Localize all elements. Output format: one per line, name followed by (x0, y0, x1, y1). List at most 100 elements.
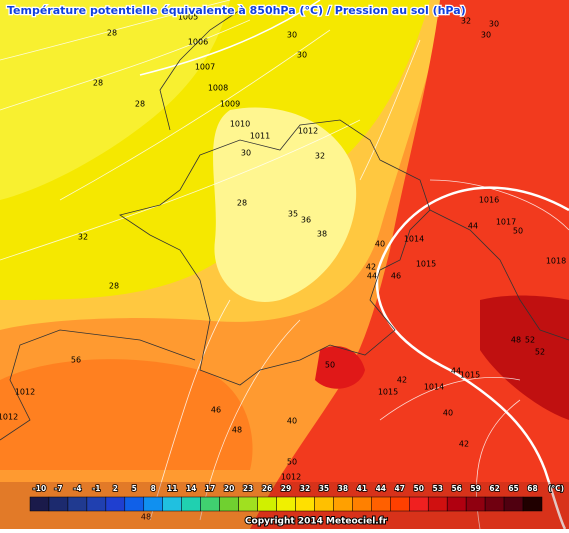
contour-label: 42 (397, 376, 407, 385)
contour-label: 1014 (404, 235, 424, 244)
contour-label: 36 (301, 216, 311, 225)
scale-label: 32 (300, 484, 310, 493)
contour-label: 30 (481, 31, 491, 40)
contour-label: 30 (287, 31, 297, 40)
contour-label: 1008 (208, 84, 228, 93)
contour-label: 1005 (178, 13, 198, 22)
contour-label: 1012 (298, 127, 318, 136)
contour-label: 48 (232, 426, 242, 435)
scale-swatch (86, 496, 107, 512)
contour-label: 1009 (220, 100, 240, 109)
scale-label: 14 (186, 484, 196, 493)
scale-swatch (238, 496, 258, 512)
contour-label: 1016 (479, 196, 499, 205)
scale-label: 20 (224, 484, 234, 493)
contour-labels: 1005100610071008100910101011101228282830… (0, 13, 566, 522)
contour-label: 1012 (0, 413, 18, 422)
scale-swatch (371, 496, 391, 512)
contour-label: 44 (367, 272, 377, 281)
scale-label: 41 (357, 484, 367, 493)
contour-label: 40 (443, 409, 453, 418)
scale-swatch (124, 496, 145, 512)
contour-label: 1007 (195, 63, 215, 72)
scale-swatch (427, 496, 448, 512)
scale-swatch (29, 496, 50, 512)
contour-label: 28 (237, 199, 247, 208)
scale-label: 11 (167, 484, 177, 493)
contour-label: 46 (211, 406, 221, 415)
scale-label: 53 (432, 484, 442, 493)
scale-label: 56 (451, 484, 461, 493)
contour-label: 28 (109, 282, 119, 291)
contour-label: 56 (71, 356, 81, 365)
zone-red-blob (315, 346, 365, 389)
scale-swatch (48, 496, 69, 512)
scale-swatch (522, 496, 543, 512)
scale-swatch (257, 496, 277, 512)
scale-swatch (503, 496, 524, 512)
contour-label: 32 (461, 17, 471, 26)
scale-swatch (181, 496, 201, 512)
contour-label: 30 (489, 20, 499, 29)
scale-swatch (219, 496, 239, 512)
scale-label: 44 (376, 484, 386, 493)
spain-coast (0, 329, 196, 441)
contour-label: 50 (287, 458, 297, 467)
scale-label: 59 (470, 484, 480, 493)
scale-swatch (105, 496, 126, 512)
contour-label: 1014 (424, 383, 444, 392)
contour-label: 28 (93, 79, 103, 88)
contour-label: 48 (141, 513, 151, 522)
scale-label: -1 (92, 484, 100, 493)
contour-label: 52 (535, 348, 545, 357)
scale-label: 2 (113, 484, 118, 493)
zone-dark-red (480, 295, 569, 420)
alps-border (429, 209, 569, 341)
contour-label: 1011 (250, 132, 270, 141)
scale-label: 62 (489, 484, 499, 493)
contour-label: 1006 (188, 38, 208, 47)
scale-label: 65 (508, 484, 518, 493)
front-line-2 (139, 0, 321, 76)
scale-label: 5 (132, 484, 137, 493)
contour-label: 44 (451, 367, 461, 376)
contour-label: 52 (525, 336, 535, 345)
front-line (375, 186, 569, 530)
contour-label: 1015 (460, 371, 480, 380)
scale-swatch (446, 496, 467, 512)
contour-label: 1015 (416, 260, 436, 269)
uk-coast (159, 9, 241, 131)
scale-label: 68 (527, 484, 537, 493)
scale-swatch (314, 496, 334, 512)
scale-unit: (°C) (548, 484, 564, 493)
scale-label: 17 (205, 484, 215, 493)
contour-label: 50 (325, 361, 335, 370)
scale-swatch (200, 496, 220, 512)
title: Température potentielle équivalente à 85… (7, 4, 466, 17)
contour-label: 30 (297, 51, 307, 60)
contour-label: 1015 (378, 388, 398, 397)
contour-label: 42 (366, 263, 376, 272)
scale-swatch (67, 496, 88, 512)
scale-swatch (409, 496, 429, 512)
contour-label: 38 (317, 230, 327, 239)
contour-label: 35 (288, 210, 298, 219)
scale-swatch (390, 496, 410, 512)
scale-label: 35 (319, 484, 329, 493)
scale-swatch (484, 496, 505, 512)
contour-label: 1017 (496, 218, 516, 227)
scale-swatch (295, 496, 315, 512)
contour-label: 44 (468, 222, 478, 231)
scale-swatch (162, 496, 182, 512)
scale-swatch (333, 496, 353, 512)
scale-label: 23 (243, 484, 253, 493)
scale-label: -4 (73, 484, 81, 493)
zone-orange (0, 359, 253, 470)
scale-label: -7 (54, 484, 62, 493)
scale-swatch (276, 496, 296, 512)
contour-label: 28 (107, 29, 117, 38)
scale-label: 26 (262, 484, 272, 493)
zone-yellow-2 (0, 0, 230, 200)
copyright: Copyright 2014 Meteociel.fr (245, 517, 388, 527)
contour-label: 46 (391, 272, 401, 281)
